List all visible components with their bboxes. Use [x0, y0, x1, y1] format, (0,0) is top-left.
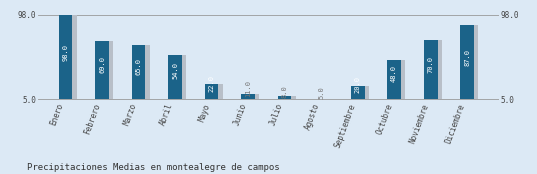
Text: Precipitaciones Medias en montealegre de campos: Precipitaciones Medias en montealegre de…	[27, 163, 279, 172]
Bar	[99, 41, 113, 99]
Bar	[209, 84, 223, 99]
Bar	[95, 41, 109, 99]
Text: 70.0: 70.0	[427, 56, 433, 73]
Text: 20.0: 20.0	[354, 76, 360, 93]
Bar	[465, 25, 478, 99]
Bar	[241, 94, 255, 99]
Bar	[428, 40, 442, 99]
Text: 48.0: 48.0	[391, 65, 397, 82]
Bar	[168, 55, 182, 99]
Text: 22.0: 22.0	[208, 75, 215, 92]
Bar	[355, 86, 369, 99]
Text: 87.0: 87.0	[464, 49, 470, 66]
Text: 11.0: 11.0	[245, 81, 251, 97]
Bar	[387, 60, 401, 99]
Bar	[59, 15, 72, 99]
Text: 69.0: 69.0	[99, 56, 105, 73]
Bar	[136, 45, 150, 99]
Bar	[63, 15, 77, 99]
Text: 8.0: 8.0	[281, 86, 287, 98]
Bar	[391, 60, 405, 99]
Bar	[278, 96, 292, 99]
Bar	[245, 94, 259, 99]
Bar	[351, 86, 365, 99]
Text: 5.0: 5.0	[318, 86, 324, 99]
Text: 65.0: 65.0	[135, 58, 142, 75]
Bar	[132, 45, 146, 99]
Bar	[205, 84, 219, 99]
Text: 54.0: 54.0	[172, 62, 178, 79]
Bar	[172, 55, 186, 99]
Bar	[424, 40, 438, 99]
Bar	[282, 96, 296, 99]
Bar	[460, 25, 474, 99]
Text: 98.0: 98.0	[62, 44, 69, 61]
